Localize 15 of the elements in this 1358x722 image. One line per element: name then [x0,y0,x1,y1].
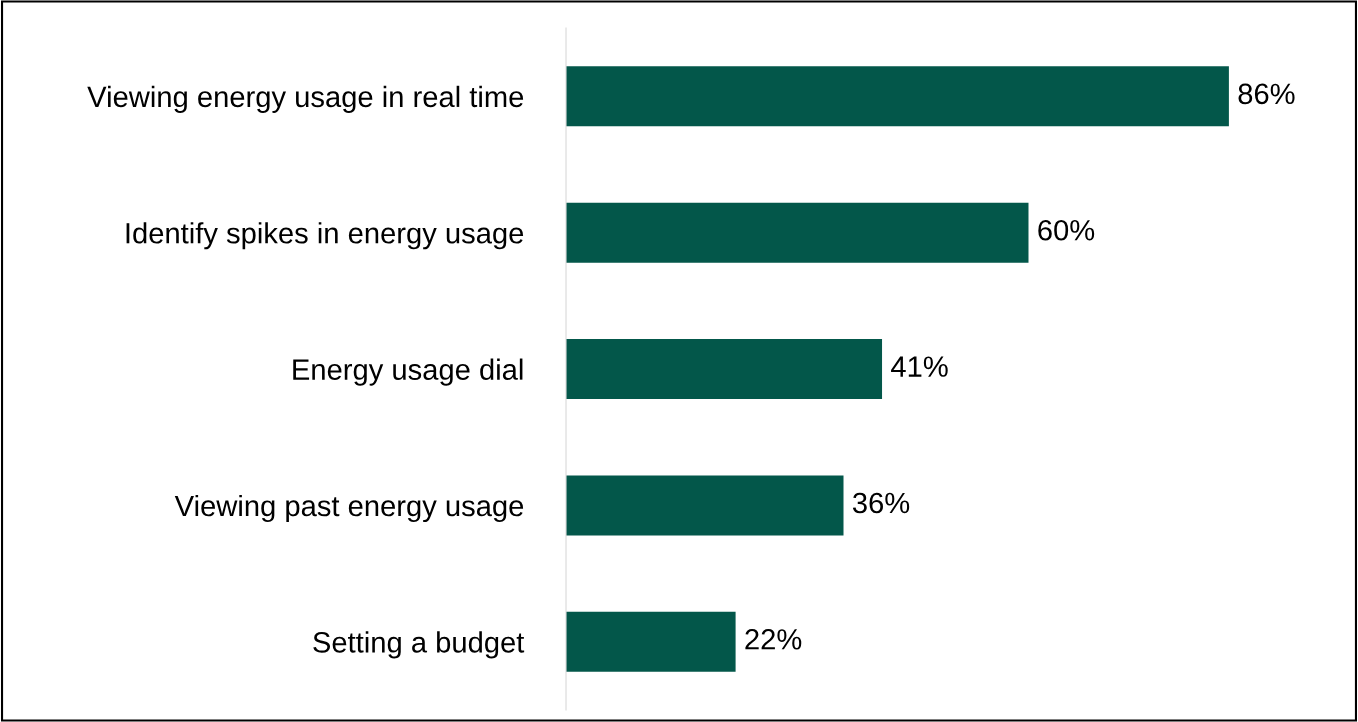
data-label: 36% [852,492,910,514]
bar [566,611,736,672]
bar [566,475,844,536]
bar [566,202,1029,263]
y-tick-label: Identify spikes in energy usage [126,222,524,250]
data-label: 86% [1238,83,1295,105]
y-tick-label: Viewing energy usage in real time [87,85,524,113]
data-label: 60% [1038,219,1095,241]
bar [566,339,883,400]
y-tick-label: Setting a budget [313,631,525,659]
y-tick-label: Energy usage dial [293,358,523,386]
bar [566,66,1229,127]
data-label: 41% [891,356,948,377]
y-tick-label: Viewing past energy usage [174,494,524,523]
data-label: 22% [745,629,802,650]
